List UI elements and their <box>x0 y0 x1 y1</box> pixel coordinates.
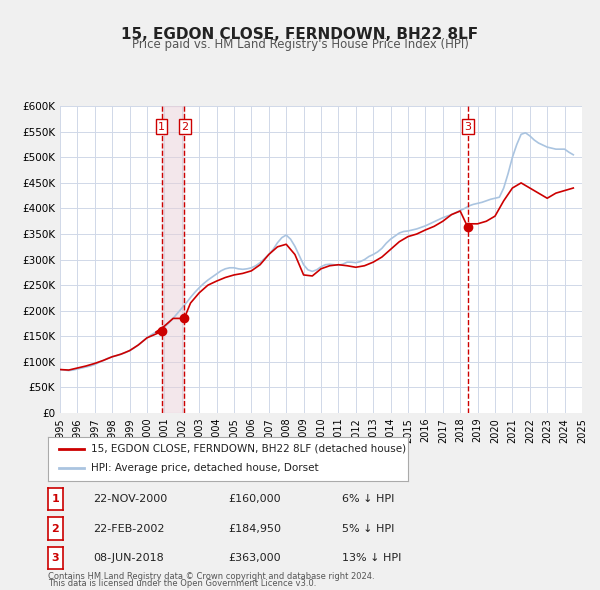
Text: 08-JUN-2018: 08-JUN-2018 <box>93 553 164 563</box>
Text: 22-NOV-2000: 22-NOV-2000 <box>93 494 167 504</box>
Text: 2: 2 <box>182 122 188 132</box>
Text: 22-FEB-2002: 22-FEB-2002 <box>93 524 164 533</box>
Text: 1: 1 <box>52 494 59 504</box>
Text: Contains HM Land Registry data © Crown copyright and database right 2024.: Contains HM Land Registry data © Crown c… <box>48 572 374 581</box>
Text: £184,950: £184,950 <box>228 524 281 533</box>
Text: 15, EGDON CLOSE, FERNDOWN, BH22 8LF (detached house): 15, EGDON CLOSE, FERNDOWN, BH22 8LF (det… <box>91 444 406 454</box>
Text: 5% ↓ HPI: 5% ↓ HPI <box>342 524 394 533</box>
Bar <box>163 106 184 413</box>
Text: 1: 1 <box>158 122 165 132</box>
Text: 3: 3 <box>52 553 59 563</box>
Text: This data is licensed under the Open Government Licence v3.0.: This data is licensed under the Open Gov… <box>48 579 316 588</box>
Text: £363,000: £363,000 <box>228 553 281 563</box>
Text: 2: 2 <box>52 524 59 533</box>
Text: 15, EGDON CLOSE, FERNDOWN, BH22 8LF: 15, EGDON CLOSE, FERNDOWN, BH22 8LF <box>121 27 479 41</box>
Text: HPI: Average price, detached house, Dorset: HPI: Average price, detached house, Dors… <box>91 464 319 473</box>
Text: 3: 3 <box>464 122 472 132</box>
Text: 13% ↓ HPI: 13% ↓ HPI <box>342 553 401 563</box>
Text: 6% ↓ HPI: 6% ↓ HPI <box>342 494 394 504</box>
Text: £160,000: £160,000 <box>228 494 281 504</box>
Text: Price paid vs. HM Land Registry's House Price Index (HPI): Price paid vs. HM Land Registry's House … <box>131 38 469 51</box>
